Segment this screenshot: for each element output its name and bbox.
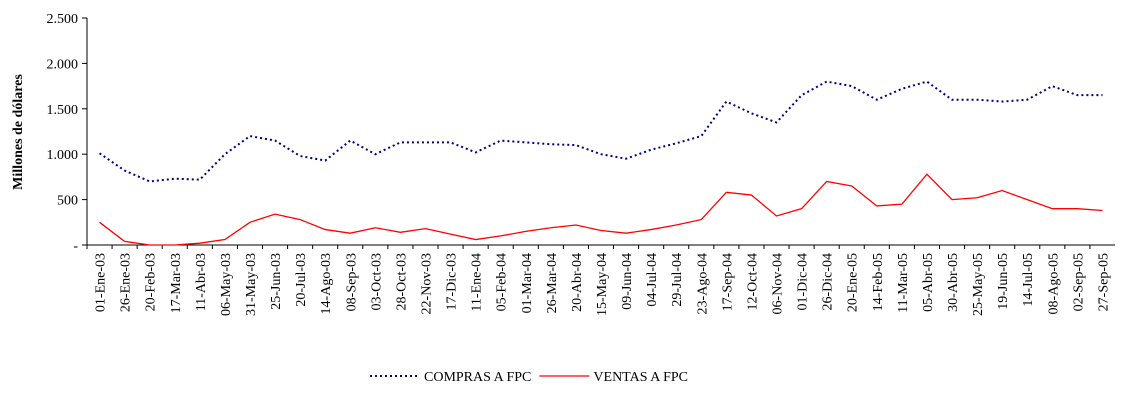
x-tick-label: 26-Ene-03 [119, 253, 134, 312]
x-tick-label: 14-Feb-05 [871, 253, 886, 311]
x-tick-label: 30-Abr-05 [946, 253, 961, 312]
x-tick-label: 01-Mar-04 [520, 253, 535, 313]
x-tick-label: 22-Nov-03 [419, 253, 434, 314]
x-tick-label: 25-Jun-03 [269, 253, 284, 310]
x-tick-label: 17-Sep-04 [720, 253, 735, 311]
x-tick-label: 23-Ago-04 [695, 253, 710, 314]
x-tick-label: 15-May-04 [595, 253, 610, 316]
x-tick-label: 06-Nov-04 [771, 253, 786, 314]
x-tick-label: 28-Oct-03 [394, 253, 409, 311]
x-tick-label: 14-Jul-05 [1021, 253, 1036, 307]
legend-label: VENTAS A FPC [593, 370, 688, 385]
y-tick-label: 1.500 [47, 103, 79, 118]
series-line [99, 173, 1103, 246]
x-tick-label: 05-Abr-05 [921, 253, 936, 312]
x-tick-label: 20-Jul-03 [294, 253, 309, 307]
x-tick-label: 26-Dic-04 [821, 253, 836, 311]
x-tick-label: 31-May-03 [244, 253, 259, 316]
x-tick-label: 17-Dic-03 [445, 253, 460, 311]
x-tick-label: 06-May-03 [219, 253, 234, 316]
y-axis-title: Millones de dólares [11, 74, 26, 190]
x-tick-label: 11-Ene-04 [470, 253, 485, 312]
x-tick-label: 19-Jun-05 [996, 253, 1011, 310]
x-tick-label: 12-Oct-04 [745, 253, 760, 311]
x-tick-label: 20-Feb-03 [144, 253, 159, 311]
x-tick-label: 20-Abr-04 [570, 253, 585, 312]
y-tick-label: 2.000 [47, 57, 79, 72]
y-tick-label: 1.000 [47, 148, 79, 163]
x-tick-label: 08-Sep-03 [344, 253, 359, 311]
series-line [98, 80, 1103, 183]
x-tick-label: 25-May-05 [971, 253, 986, 316]
x-tick-label: 09-Jun-04 [620, 253, 635, 310]
x-tick-label: 20-Ene-05 [846, 253, 861, 312]
legend-label: COMPRAS A FPC [424, 370, 531, 385]
x-tick-label: 01-Ene-03 [94, 253, 109, 312]
y-tick-label: 2.500 [47, 12, 79, 27]
y-tick-label: 500 [57, 194, 78, 209]
x-tick-label: 29-Jul-04 [670, 253, 685, 307]
x-tick-label: 01-Dic-04 [796, 253, 811, 311]
x-tick-label: 11-Abr-03 [194, 253, 209, 311]
y-tick-label: - [73, 239, 78, 254]
x-tick-label: 04-Jul-04 [645, 253, 660, 307]
x-tick-label: 14-Ago-03 [319, 253, 334, 314]
x-tick-label: 27-Sep-05 [1096, 253, 1111, 311]
x-tick-label: 02-Sep-05 [1071, 253, 1086, 311]
x-tick-label: 26-Mar-04 [545, 253, 560, 313]
x-tick-label: 08-Ago-05 [1046, 253, 1061, 314]
x-tick-label: 11-Mar-05 [896, 253, 911, 313]
x-tick-label: 03-Oct-03 [369, 253, 384, 311]
x-tick-label: 17-Mar-03 [169, 253, 184, 313]
x-tick-label: 05-Feb-04 [495, 253, 510, 311]
